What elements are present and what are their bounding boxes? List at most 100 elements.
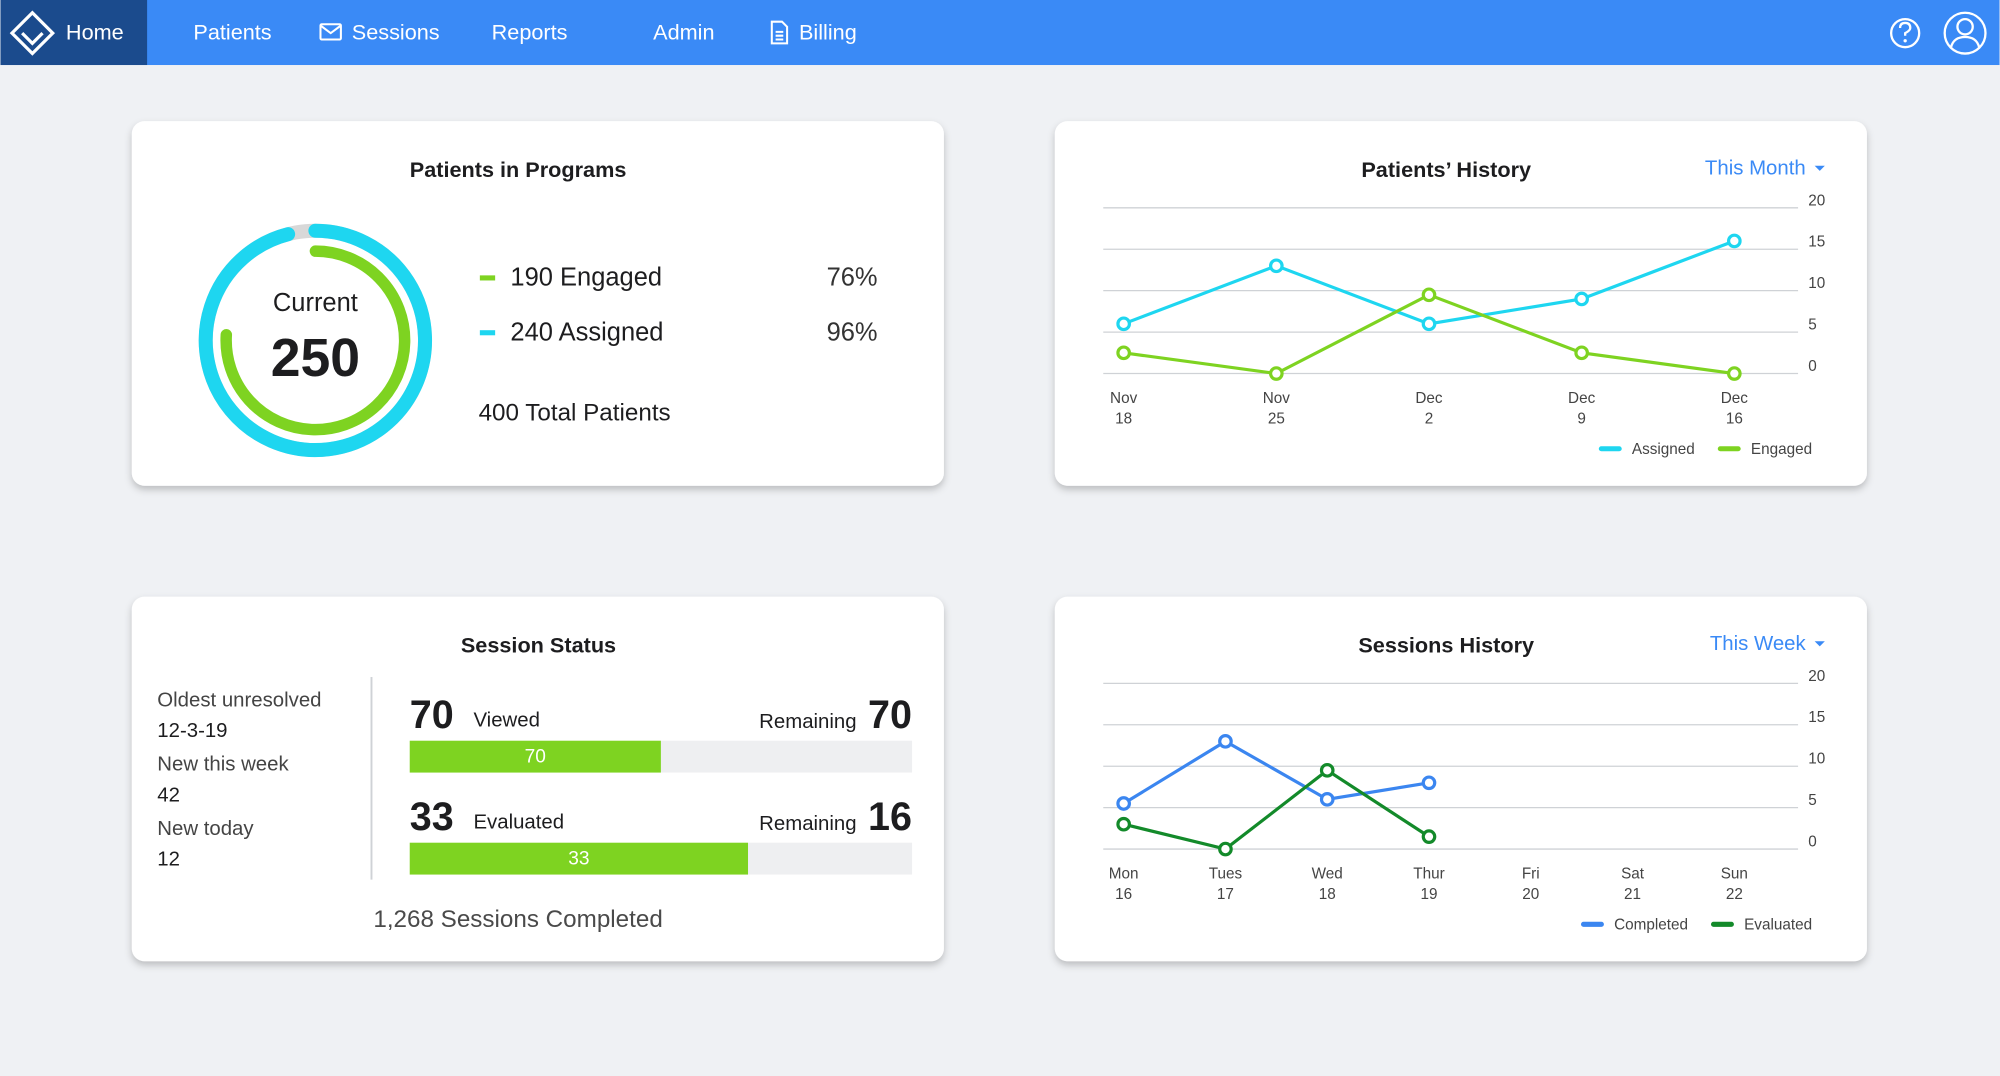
nav-item[interactable]: Reports <box>492 20 568 45</box>
bar-count: 33 <box>410 795 454 839</box>
nav-item[interactable]: Billing <box>799 20 857 45</box>
help-dot <box>1903 39 1907 43</box>
legend-text: 190 Engaged <box>510 264 662 292</box>
x-tick-label: Sat 21 <box>1621 865 1645 902</box>
series-point <box>1116 796 1131 811</box>
series-point <box>1319 763 1335 778</box>
series-point <box>1218 734 1233 749</box>
x-tick-label: Dec 16 <box>1721 390 1749 427</box>
bar-remaining <box>660 740 913 773</box>
remaining-label: Remaining <box>759 813 856 835</box>
card-title: Patients’ History <box>1361 157 1531 182</box>
series-point <box>1421 829 1437 844</box>
card-title: Session Status <box>461 633 616 658</box>
series-point <box>1116 316 1131 332</box>
sessions-completed: 1,268 Sessions Completed <box>373 906 662 933</box>
remaining-value: 16 <box>868 795 912 839</box>
series-line <box>1123 768 1430 851</box>
legend-percent: 96% <box>827 318 878 346</box>
period-dropdown[interactable]: This Week <box>1710 633 1807 655</box>
series-point <box>1116 816 1131 832</box>
series-line <box>1122 739 1430 805</box>
donut-arc <box>220 245 411 436</box>
donut-value: 250 <box>271 329 360 388</box>
bar-remaining <box>748 842 913 875</box>
y-tick-label: 5 <box>1808 792 1816 809</box>
user-icon[interactable] <box>1943 11 1987 55</box>
legend-text: Assigned <box>1632 441 1695 458</box>
bar-value-label: 70 <box>525 746 546 767</box>
series-point <box>1421 775 1437 791</box>
series-point <box>1727 233 1742 249</box>
x-tick-label: Dec 2 <box>1415 390 1443 427</box>
billing-icon <box>770 20 789 45</box>
series-point <box>1218 841 1233 857</box>
donut-label: Current <box>273 289 358 317</box>
stat-value: 12-3-19 <box>157 720 227 742</box>
series-point <box>1319 792 1335 807</box>
remaining-label: Remaining <box>759 711 856 733</box>
series-point <box>1574 291 1589 307</box>
remaining-value: 70 <box>868 693 912 737</box>
nav-item[interactable]: Sessions <box>352 20 440 45</box>
series-point <box>1727 366 1742 381</box>
series-point <box>1116 345 1131 361</box>
sessions-icon <box>319 23 342 41</box>
period-dropdown[interactable]: This Month <box>1705 158 1806 180</box>
donut-arc <box>198 223 433 457</box>
card-title: Patients in Programs <box>410 157 627 182</box>
bar-fill <box>409 842 749 875</box>
bar-fill <box>409 740 661 773</box>
card <box>131 121 944 486</box>
x-tick-label: Fri 20 <box>1522 865 1540 902</box>
y-tick-label: 10 <box>1808 751 1825 768</box>
bar-count: 70 <box>410 693 454 737</box>
x-tick-label: Nov 18 <box>1110 390 1138 427</box>
stat-label: Oldest unresolved <box>157 689 321 711</box>
card <box>1054 596 1867 962</box>
card-title: Sessions History <box>1358 633 1534 658</box>
series-point <box>1574 345 1589 361</box>
help-icon[interactable] <box>1889 17 1921 49</box>
x-tick-label: Mon 16 <box>1109 865 1139 902</box>
x-tick-label: Thur 19 <box>1413 865 1444 902</box>
nav-item[interactable]: Patients <box>193 20 271 45</box>
card <box>1054 121 1867 486</box>
series-point <box>1421 316 1437 332</box>
x-tick-label: Tues 17 <box>1209 865 1243 902</box>
x-tick-label: Sun 22 <box>1721 865 1748 902</box>
y-tick-label: 10 <box>1808 275 1825 292</box>
y-tick-label: 20 <box>1808 192 1825 209</box>
logo[interactable] <box>9 10 56 56</box>
bar-label: Viewed <box>473 710 539 732</box>
series-point <box>1269 366 1284 381</box>
x-tick-label: Wed 18 <box>1312 865 1343 902</box>
y-tick-label: 0 <box>1808 358 1816 375</box>
stat-label: New today <box>157 818 254 840</box>
y-tick-label: 15 <box>1808 709 1825 726</box>
legend-text: 240 Assigned <box>510 318 663 346</box>
nav-bar <box>0 0 2000 66</box>
nav-item[interactable]: Admin <box>653 20 714 45</box>
bar-label: Evaluated <box>473 812 564 834</box>
nav-item[interactable]: Home <box>66 20 124 45</box>
legend-text: Completed <box>1614 916 1688 933</box>
bar-value-label: 33 <box>568 848 589 869</box>
stat-value: 42 <box>157 784 180 806</box>
x-tick-label: Dec 9 <box>1568 390 1596 427</box>
legend-percent: 76% <box>827 264 878 292</box>
y-tick-label: 0 <box>1808 834 1816 851</box>
x-tick-label: Nov 25 <box>1263 390 1291 427</box>
dropdown-caret[interactable] <box>1814 165 1825 171</box>
total-patients: 400 Total Patients <box>479 400 671 427</box>
series-point <box>1421 287 1437 303</box>
stat-label: New this week <box>157 754 289 776</box>
legend-text: Evaluated <box>1744 916 1812 933</box>
nav-home-bg[interactable] <box>0 0 148 66</box>
legend-text: Engaged <box>1751 441 1812 458</box>
y-tick-label: 5 <box>1808 317 1816 334</box>
y-tick-label: 15 <box>1808 234 1825 251</box>
dropdown-caret[interactable] <box>1814 641 1825 647</box>
